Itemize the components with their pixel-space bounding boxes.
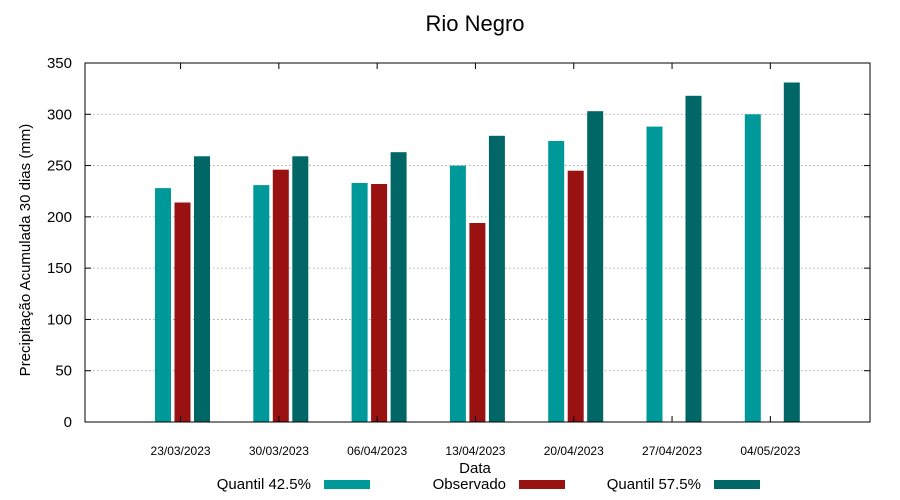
bar bbox=[272, 169, 289, 422]
legend: Quantil 42.5% Observado Quantil 57.5% bbox=[217, 476, 760, 493]
bar bbox=[548, 141, 565, 422]
bar bbox=[155, 188, 171, 422]
legend-swatch bbox=[324, 480, 370, 489]
bar bbox=[567, 170, 584, 422]
x-axis-label: Data bbox=[459, 460, 491, 477]
legend-label: Quantil 57.5% bbox=[607, 476, 701, 493]
x-tick-label: 06/04/2023 bbox=[347, 444, 407, 458]
bar bbox=[685, 95, 702, 423]
bar bbox=[194, 156, 210, 423]
x-axis-ticks: 23/03/2023 30/03/2023 06/04/2023 13/04/2023… bbox=[151, 63, 801, 458]
bar bbox=[253, 185, 270, 422]
bar bbox=[390, 152, 407, 422]
bar bbox=[371, 184, 388, 422]
plot-frame bbox=[84, 62, 871, 423]
bar bbox=[587, 111, 604, 422]
bar bbox=[449, 165, 466, 422]
y-tick-label: 200 bbox=[47, 209, 72, 226]
y-tick-label: 150 bbox=[47, 260, 72, 277]
bar bbox=[174, 202, 191, 422]
legend-label: Observado bbox=[433, 476, 506, 493]
y-tick-label: 100 bbox=[47, 311, 72, 328]
legend-swatch bbox=[714, 480, 760, 489]
bar bbox=[646, 126, 663, 422]
x-tick-label: 27/04/2023 bbox=[642, 444, 702, 458]
bar bbox=[292, 156, 309, 423]
bar bbox=[488, 135, 505, 423]
bar bbox=[744, 114, 761, 423]
bar bbox=[469, 223, 486, 422]
bar bbox=[351, 183, 368, 422]
x-tick-label: 04/05/2023 bbox=[740, 444, 800, 458]
y-tick-label: 50 bbox=[55, 363, 72, 380]
y-axis-label: Precipitação Acumulada 30 dias (mm) bbox=[17, 124, 34, 377]
y-tick-label: 0 bbox=[64, 414, 72, 431]
y-tick-label: 250 bbox=[47, 158, 72, 175]
x-tick-label: 23/03/2023 bbox=[151, 444, 211, 458]
y-axis-ticks: 0 50 100 150 200 250 300 350 bbox=[47, 55, 870, 431]
chart-title: Rio Negro bbox=[425, 11, 524, 36]
legend-swatch bbox=[519, 480, 565, 489]
bar bbox=[783, 82, 800, 422]
y-tick-label: 300 bbox=[47, 106, 72, 123]
legend-label: Quantil 42.5% bbox=[217, 476, 311, 493]
y-tick-label: 350 bbox=[47, 55, 72, 72]
bars bbox=[155, 82, 800, 423]
x-tick-label: 30/03/2023 bbox=[249, 444, 309, 458]
x-tick-label: 20/04/2023 bbox=[544, 444, 604, 458]
x-tick-label: 13/04/2023 bbox=[445, 444, 505, 458]
